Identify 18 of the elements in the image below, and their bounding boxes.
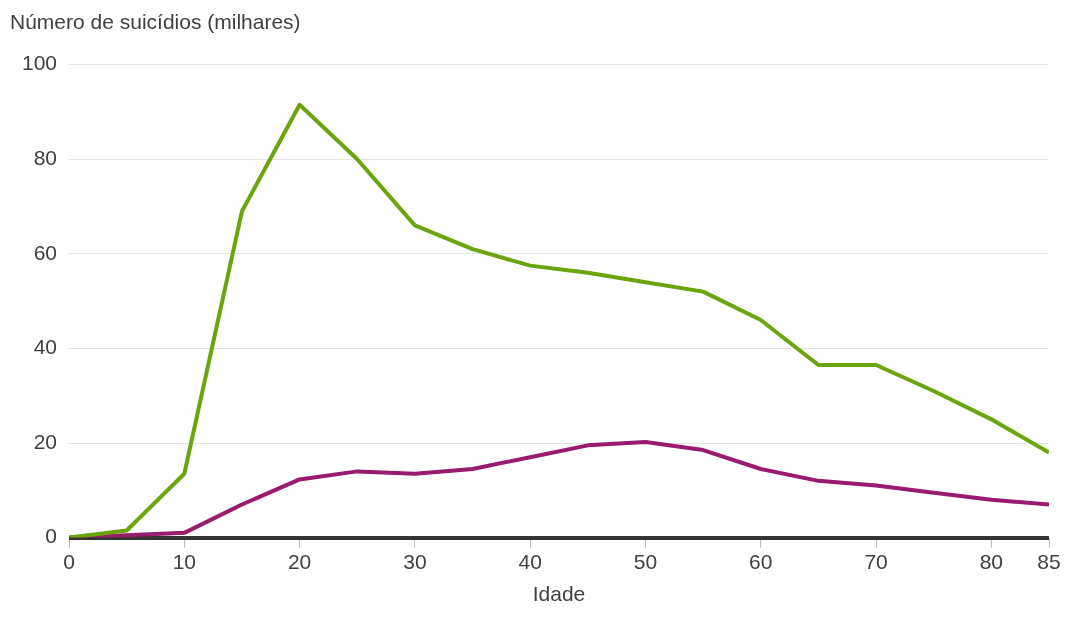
x-tick-label: 50 xyxy=(633,550,658,573)
x-tick-label: 60 xyxy=(749,550,773,573)
x-tick-label: 70 xyxy=(864,550,888,573)
x-tick-label: 80 xyxy=(979,550,1004,573)
y-tick-label: 20 xyxy=(33,429,58,453)
y-axis-title: Número de suicídios (milhares) xyxy=(10,10,301,34)
x-tick-label: 10 xyxy=(172,550,197,573)
y-tick-label: 40 xyxy=(33,335,58,359)
x-tick-label: 0 xyxy=(63,550,75,573)
x-axis-title: Idade xyxy=(532,582,586,606)
y-tick-label: 0 xyxy=(45,524,58,548)
x-tick-label: 30 xyxy=(403,550,427,573)
y-tick-label: 100 xyxy=(21,51,58,75)
y-tick-label: 60 xyxy=(33,240,58,264)
x-tick-label: 40 xyxy=(518,550,542,573)
y-tick-label: 80 xyxy=(33,146,58,169)
x-tick-label: 85 xyxy=(1037,550,1061,573)
x-tick-label: 20 xyxy=(287,550,312,573)
